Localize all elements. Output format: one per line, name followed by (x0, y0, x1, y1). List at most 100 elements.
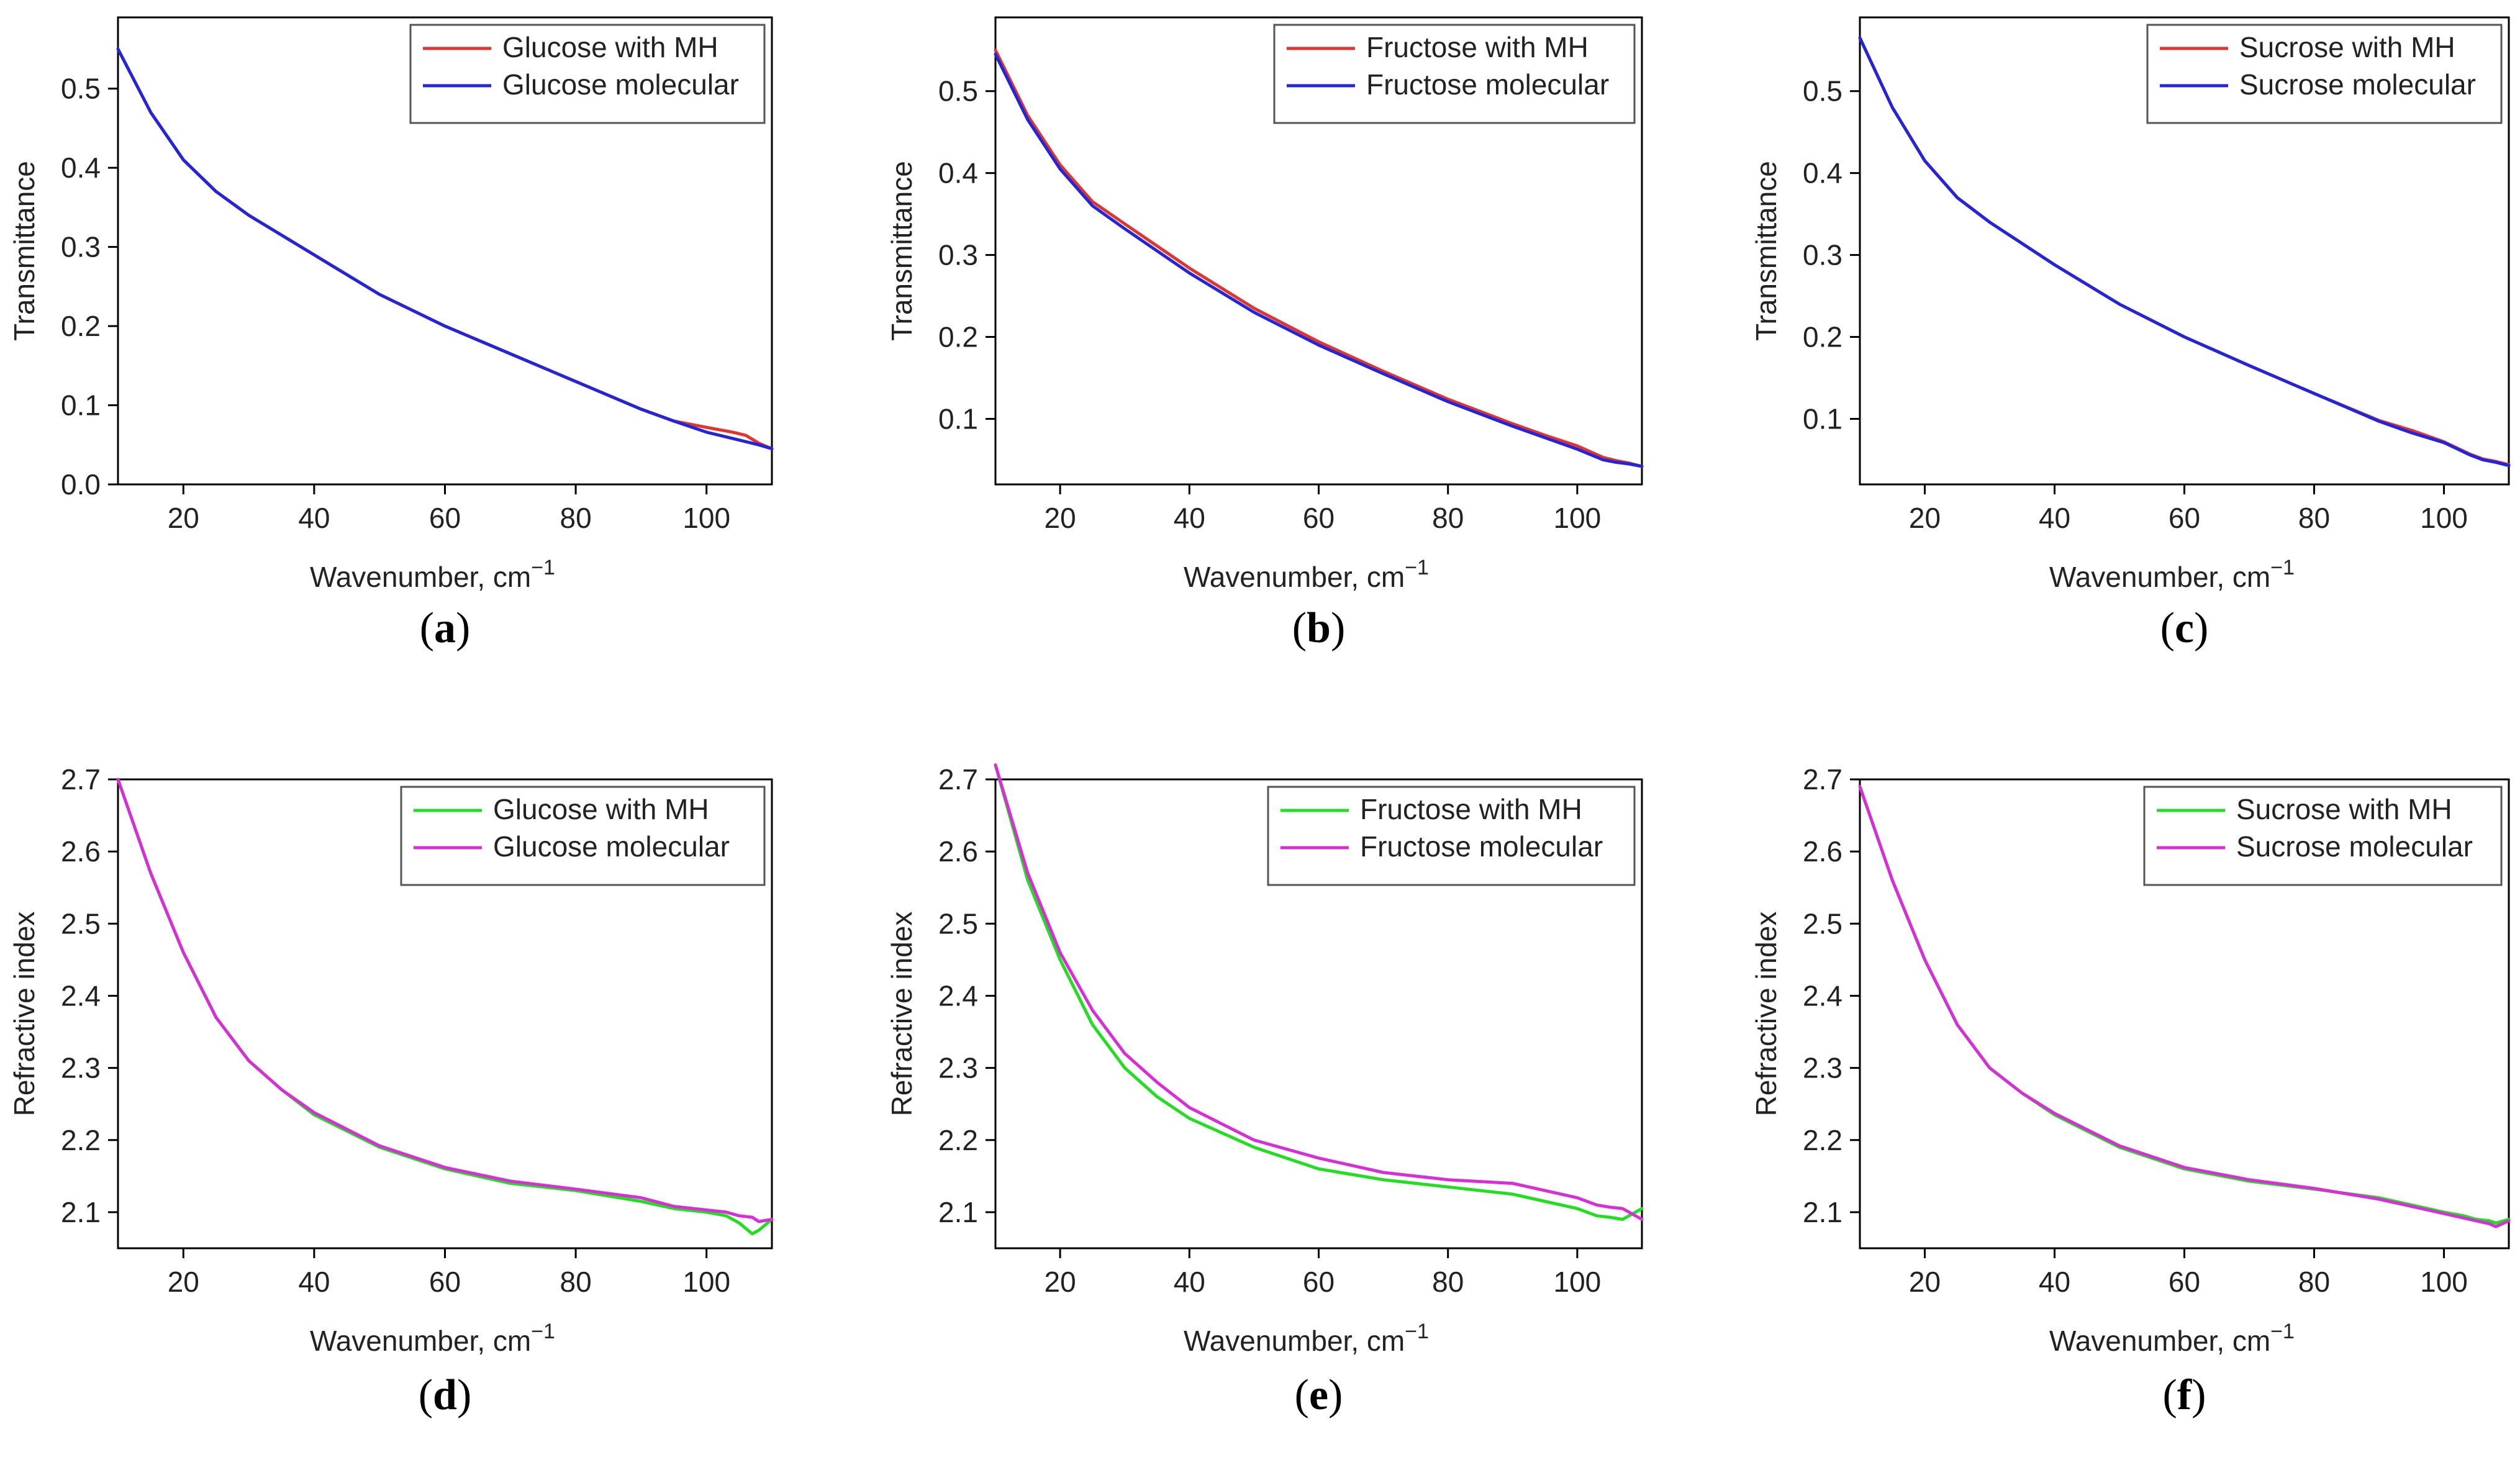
chart-panel-e: 20 40 60 80 100 2.1 2.2 2.3 2.4 2.5 2.6 2.7 Wavenumb… (886, 763, 1644, 1357)
y-tick-label: 0.3 (938, 239, 978, 271)
legend-label: Sucrose molecular (2239, 68, 2476, 101)
x-axis-label: Wavenumber, cm−1 (1184, 1320, 1429, 1357)
y-axis-label: Refractive index (886, 912, 918, 1117)
y-tick-label: 2.4 (61, 979, 101, 1012)
legend: Fructose with MH Fructose molecular (1267, 786, 1636, 886)
y-tick-label: 0.4 (938, 157, 978, 189)
panel-caption-letter: e (1308, 1371, 1329, 1419)
x-tick-label: 40 (298, 502, 330, 534)
y-tick-label: 2.2 (61, 1124, 101, 1156)
chart-panel-b: 20 40 60 80 100 0.1 0.2 0.3 0.4 0.5 Wavenumber, cm… (886, 16, 1644, 593)
series-line-2 (116, 47, 774, 451)
y-tick-label: 2.5 (61, 907, 101, 940)
series-line-2 (1858, 36, 2511, 468)
legend-label: Glucose molecular (493, 830, 730, 863)
y-tick-label: 0.1 (1803, 402, 1842, 435)
y-axis-label: Transmittance (8, 161, 40, 341)
panel-caption-a: (a) (419, 604, 471, 652)
legend-box (1267, 786, 1636, 886)
series-line-2 (1858, 785, 2511, 1228)
x-tick-label: 80 (2298, 1266, 2330, 1298)
y-tick-label: 0.3 (61, 231, 101, 263)
x-tick-label: 40 (2039, 1266, 2070, 1298)
y-tick-label: 2.7 (61, 763, 101, 796)
x-tick-label: 20 (1909, 502, 1941, 534)
legend-label: Sucrose with MH (2236, 793, 2452, 825)
y-tick-label: 0.2 (61, 310, 101, 342)
y-tick-label: 2.5 (938, 907, 978, 940)
chart-panel-a: 20 40 60 80 100 0.0 0.1 0.2 0.3 0.4 0.5 Wavenumber,… (8, 16, 774, 593)
y-tick-label: 2.1 (938, 1196, 978, 1228)
legend: Glucose with MH Glucose molecular (409, 24, 766, 124)
series-line-2 (116, 778, 774, 1223)
legend-box (1273, 24, 1636, 124)
legend-label: Sucrose molecular (2236, 830, 2473, 863)
panel-caption-d: (d) (418, 1371, 472, 1419)
panel-caption-b: (b) (1292, 604, 1346, 652)
y-tick-label: 2.3 (938, 1052, 978, 1084)
legend: Glucose with MH Glucose molecular (400, 786, 766, 886)
y-axis-label: Transmittance (886, 161, 918, 341)
y-tick-label: 2.6 (1803, 835, 1842, 868)
panel-caption-c: (c) (2160, 604, 2209, 652)
y-axis-label: Refractive index (1750, 912, 1782, 1117)
x-tick-label: 20 (168, 1266, 199, 1298)
x-axis-label: Wavenumber, cm−1 (1184, 556, 1429, 593)
y-tick-label: 2.5 (1803, 907, 1842, 940)
y-tick-label: 0.2 (938, 321, 978, 353)
legend: Fructose with MH Fructose molecular (1273, 24, 1636, 124)
y-tick-label: 0.1 (61, 389, 101, 422)
legend-box (2143, 786, 2503, 886)
series-line-2 (994, 763, 1644, 1221)
y-tick-label: 2.4 (938, 979, 978, 1012)
chart-panel-c: 20 40 60 80 100 0.1 0.2 0.3 0.4 0.5 Wavenumber, cm… (1750, 16, 2511, 593)
y-axis-label: Refractive index (8, 912, 40, 1117)
x-tick-label: 40 (298, 1266, 330, 1298)
x-tick-label: 20 (1909, 1266, 1941, 1298)
series-line-2 (994, 52, 1644, 468)
legend-box (409, 24, 766, 124)
y-tick-label: 2.7 (938, 763, 978, 796)
legend-label: Glucose with MH (493, 793, 709, 825)
legend: Sucrose with MH Sucrose molecular (2143, 786, 2503, 886)
x-tick-label: 100 (2420, 1266, 2468, 1298)
y-tick-label: 0.2 (1803, 321, 1842, 353)
x-tick-label: 40 (2039, 502, 2070, 534)
x-tick-label: 20 (1045, 1266, 1076, 1298)
legend-label: Fructose molecular (1366, 68, 1609, 101)
y-tick-label: 2.2 (938, 1124, 978, 1156)
panel-caption-f: (f) (2162, 1371, 2206, 1419)
legend: Sucrose with MH Sucrose molecular (2146, 24, 2503, 124)
y-tick-label: 0.3 (1803, 239, 1842, 271)
x-tick-label: 100 (1554, 502, 1602, 534)
y-tick-label: 2.3 (1803, 1052, 1842, 1084)
legend-label: Fructose with MH (1366, 31, 1589, 63)
x-tick-label: 80 (2298, 502, 2330, 534)
y-tick-label: 2.1 (1803, 1196, 1842, 1228)
x-tick-label: 100 (682, 502, 730, 534)
panel-caption-letter: b (1307, 604, 1331, 652)
y-tick-label: 2.3 (61, 1052, 101, 1084)
x-tick-label: 100 (1554, 1266, 1602, 1298)
y-tick-label: 2.7 (1803, 763, 1842, 796)
panel-caption-letter: c (2174, 604, 2195, 652)
chart-panel-f: 20 40 60 80 100 2.1 2.2 2.3 2.4 2.5 2.6 2.7 Wavenumb… (1750, 763, 2511, 1357)
y-tick-label: 2.4 (1803, 979, 1842, 1012)
x-axis-label: Wavenumber, cm−1 (310, 556, 555, 593)
x-tick-label: 60 (2169, 502, 2200, 534)
y-tick-label: 2.2 (1803, 1124, 1842, 1156)
y-tick-label: 0.1 (938, 402, 978, 435)
panel-caption-letter: f (2177, 1371, 2192, 1419)
panel-caption-e: (e) (1294, 1371, 1343, 1419)
panel-caption-letter: a (434, 604, 456, 652)
series-line-1 (994, 48, 1644, 468)
y-tick-label: 0.4 (1803, 157, 1842, 189)
x-axis-label: Wavenumber, cm−1 (310, 1320, 555, 1357)
y-tick-label: 2.6 (61, 835, 101, 868)
x-tick-label: 60 (2169, 1266, 2200, 1298)
y-tick-label: 2.6 (938, 835, 978, 868)
x-axis-label: Wavenumber, cm−1 (2049, 556, 2295, 593)
y-axis-label: Transmittance (1750, 161, 1782, 341)
x-tick-label: 80 (1432, 502, 1464, 534)
